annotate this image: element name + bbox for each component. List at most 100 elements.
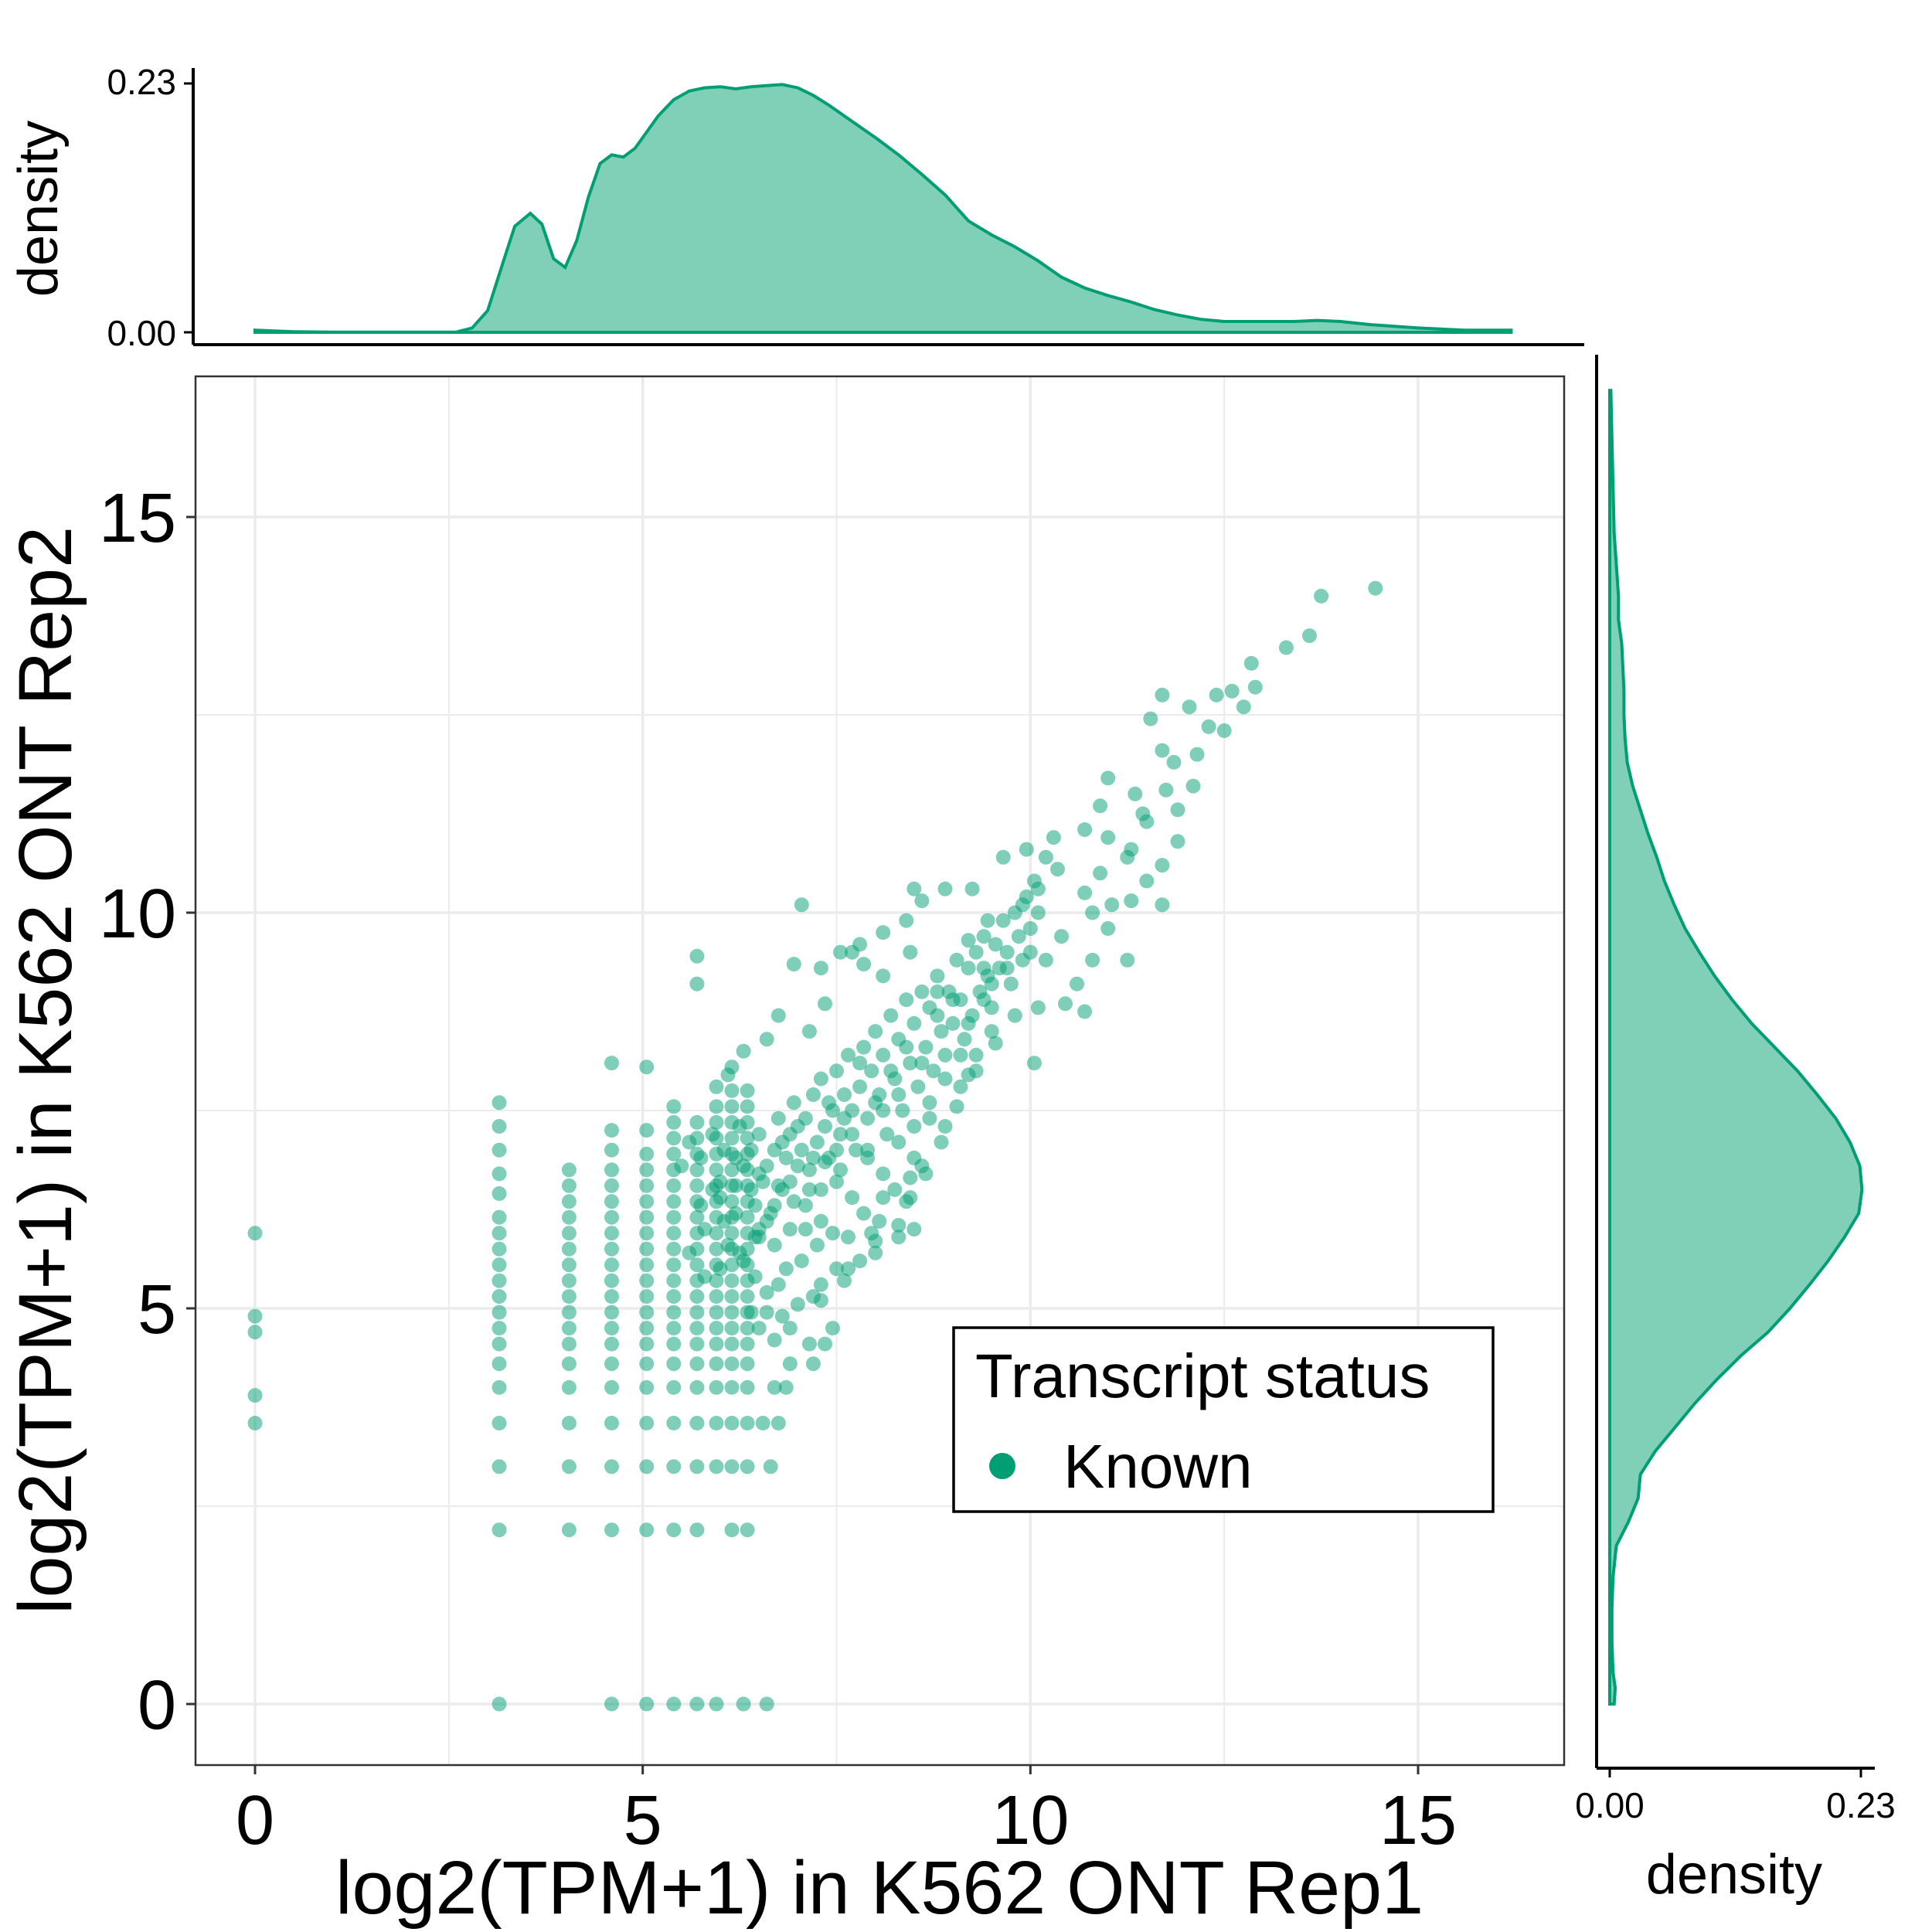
scatter-point [747,1198,763,1213]
scatter-point [805,1356,821,1372]
scatter-point [724,1083,740,1098]
scatter-point [561,1226,577,1241]
scatter-point [740,1336,755,1352]
scatter-point [801,1182,817,1197]
scatter-point [740,1209,755,1225]
scatter-point [604,1162,619,1178]
scatter-point [724,1289,740,1304]
scatter-point [1158,782,1174,798]
scatter-point [949,1099,964,1114]
scatter-point [666,1131,682,1146]
scatter-point [852,1056,868,1071]
scatter-point [770,1416,786,1430]
scatter-point [763,1459,778,1475]
scatter-point [561,1459,577,1475]
scatter-point [914,1056,930,1071]
scatter-point [1100,770,1116,786]
scatter-point [666,1304,682,1320]
scatter-point [689,1696,705,1712]
scatter-point [833,1127,848,1142]
scatter-point [724,1336,740,1352]
scatter-point [972,984,988,999]
scatter-point [1030,905,1046,920]
scatter-point [709,1304,724,1320]
scatter-point [1054,929,1069,944]
scatter-point [988,1036,1003,1051]
scatter-point [976,961,992,976]
scatter-point [906,1015,922,1031]
scatter-point [740,1083,755,1098]
scatter-point [961,1015,976,1031]
scatter-point [724,1459,740,1475]
scatter-point [906,1119,922,1134]
scatter-point [561,1304,577,1320]
scatter-point [740,1131,755,1146]
scatter-point [770,1111,786,1126]
scatter-point [492,1379,507,1395]
scatter-point [891,1218,906,1233]
scatter-point [813,1213,828,1229]
scatter-point [995,849,1011,865]
scatter-point [492,1166,507,1182]
scatter-point [689,948,705,964]
scatter-point [247,1388,263,1403]
scatter-point [1155,897,1170,913]
scatter-point [639,1304,655,1320]
scatter-point [728,1178,743,1193]
scatter-point [778,1379,794,1395]
scatter-point [825,1321,840,1336]
scatter-point [992,961,1007,976]
scatter-point [1070,976,1084,992]
scatter-point [639,1696,655,1712]
scatter-point [604,1257,619,1273]
scatter-point [724,1194,740,1209]
scatter-point [968,1063,984,1079]
y-axis: 0 5 10 15 [99,480,196,1744]
scatter-point [988,937,1003,952]
scatter-point [999,944,1015,960]
scatter-point [247,1226,263,1241]
scatter-point [492,1304,507,1320]
scatter-point [980,913,995,928]
scatter-point [492,1416,507,1430]
scatter-point [689,1304,705,1320]
scatter-point [1104,897,1120,913]
y-tick-label: 10 [99,876,176,953]
scatter-point [1007,905,1022,920]
scatter-point [1120,849,1135,865]
scatter-point [604,1321,619,1336]
scatter-point [604,1336,619,1352]
scatter-point [906,1222,922,1237]
scatter-point [868,1245,883,1260]
scatter-point [751,1127,767,1142]
scatter-point [736,1158,751,1174]
scatter-point [903,1056,918,1071]
scatter-point [1209,687,1224,702]
scatter-point [770,1178,786,1193]
scatter-point [604,1273,619,1288]
scatter-point [860,1111,876,1126]
scatter-point [845,944,860,960]
scatter-point [492,1321,507,1336]
scatter-point [639,1178,655,1193]
scatter-point [1077,822,1093,837]
scatter-point [770,1277,786,1292]
scatter-point [639,1123,655,1138]
scatter-point [720,1237,736,1253]
scatter-point [666,1522,682,1538]
scatter-point [767,1379,782,1395]
scatter-point [813,1277,828,1292]
scatter-point [666,1178,682,1193]
scatter-point [755,1416,770,1430]
scatter-point [740,1356,755,1372]
scatter-point [887,1182,903,1197]
scatter-point [697,1269,713,1284]
scatter-point [849,1142,864,1158]
scatter-point [852,1253,868,1269]
x-tick-label: 15 [1379,1782,1457,1859]
scatter-point [689,1522,705,1538]
scatter-point [666,1241,682,1257]
right-density-area [1608,389,1864,1706]
scatter-point [724,1273,740,1288]
scatter-point [724,1356,740,1372]
